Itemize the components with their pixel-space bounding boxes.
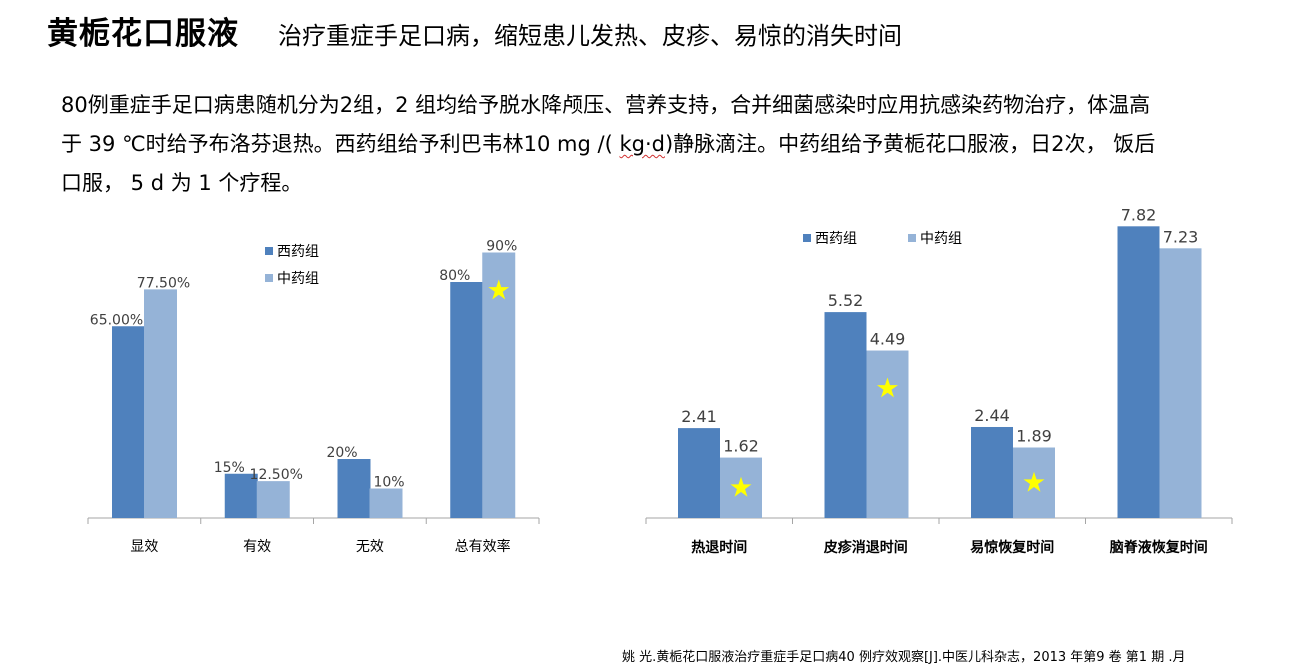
chart2-category-label: 脑脊液恢复时间	[1110, 539, 1208, 556]
chart1-bar	[369, 488, 403, 518]
chart2-bar	[866, 350, 909, 518]
chart1-bar	[224, 473, 258, 518]
chart1-data-label: 12.50%	[250, 467, 303, 483]
description-line-2-unit: kg·d	[619, 132, 665, 156]
chart2-bar	[1159, 248, 1202, 519]
chart1-category-label: 有效	[243, 539, 271, 555]
chart1-bar	[112, 326, 145, 518]
chart1-star-icon	[488, 279, 510, 300]
chart1-legend-swatch	[265, 274, 273, 282]
chart2-data-label: 1.89	[1016, 427, 1052, 446]
description-line-3: 口服， 5 d 为 1 个疗程。	[61, 171, 303, 195]
chart1-data-label: 20%	[326, 445, 357, 461]
chart1-legend-swatch	[265, 247, 273, 255]
description-line-2-part-c: )静脉滴注。中药组给予黄栀花口服液，日2次， 饭后	[664, 132, 1156, 156]
chart1-category-label: 总有效率	[455, 538, 511, 555]
chart2-legend-label: 中药组	[920, 231, 962, 247]
chart1-data-label: 15%	[214, 460, 245, 476]
chart1-data-label: 80%	[439, 268, 470, 284]
chart1-bar	[144, 289, 177, 518]
chart1-data-label: 65.00%	[90, 312, 143, 328]
chart2-data-label: 2.41	[681, 407, 717, 426]
chart2-star-icon	[877, 377, 898, 398]
chart1-data-label: 10%	[373, 475, 404, 491]
chart2-bar	[678, 428, 720, 518]
chart1-data-label: 77.50%	[137, 275, 190, 291]
description-line-2-part-a: 于 39 ℃时给予布洛芬退热。西药组给予利巴韦林10 mg /(	[61, 132, 620, 156]
description-line-1: 80例重症手足口病患随机分为2组，2 组均给予脱水降颅压、营养支持，合并细菌感染…	[61, 93, 1151, 117]
chart2-bar	[1117, 226, 1160, 518]
chart2-data-label: 7.23	[1163, 227, 1199, 246]
chart1-bar	[337, 459, 371, 518]
chart2-legend-swatch	[803, 234, 811, 242]
chart1-category-label: 无效	[356, 539, 384, 555]
chart2-data-label: 1.62	[723, 437, 759, 456]
chart2-legend-swatch	[908, 234, 916, 242]
chart2-data-label: 7.82	[1121, 205, 1157, 224]
chart2-data-label: 2.44	[974, 406, 1010, 425]
page-title: 黄栀花口服液	[47, 16, 239, 52]
citation: 姚 光.黄栀花口服液治疗重症手足口病40 例疗效观察[J].中医儿科杂志，201…	[622, 650, 1186, 665]
chart1-category-label: 显效	[130, 539, 158, 555]
chart2-star-icon	[730, 476, 752, 497]
chart2-bar	[824, 312, 867, 518]
chart2-bar	[971, 426, 1013, 518]
chart2-category-label: 易惊恢复时间	[970, 539, 1054, 556]
chart1-bar	[450, 282, 484, 518]
chart1-bar	[482, 252, 516, 518]
chart2-data-label: 4.49	[870, 330, 906, 349]
chart2-legend-label: 西药组	[815, 231, 857, 247]
description-line-2: 于 39 ℃时给予布洛芬退热。西药组给予利巴韦林10 mg /( kg·d)静脉…	[61, 125, 1241, 164]
chart2-category-label: 皮疹消退时间	[823, 539, 908, 556]
page-subtitle: 治疗重症手足口病，缩短患儿发热、皮疹、易惊的消失时间	[278, 22, 902, 50]
chart1-legend-label: 中药组	[277, 271, 319, 287]
chart2-category-label: 热退时间	[691, 539, 747, 556]
chart1-legend-label: 西药组	[277, 244, 319, 260]
chart1-bar	[256, 481, 290, 518]
chart2-data-label: 5.52	[828, 291, 864, 310]
chart2-star-icon	[1023, 471, 1045, 492]
study-description: 80例重症手足口病患随机分为2组，2 组均给予脱水降颅压、营养支持，合并细菌感染…	[61, 86, 1241, 203]
chart1-data-label: 90%	[486, 239, 517, 255]
